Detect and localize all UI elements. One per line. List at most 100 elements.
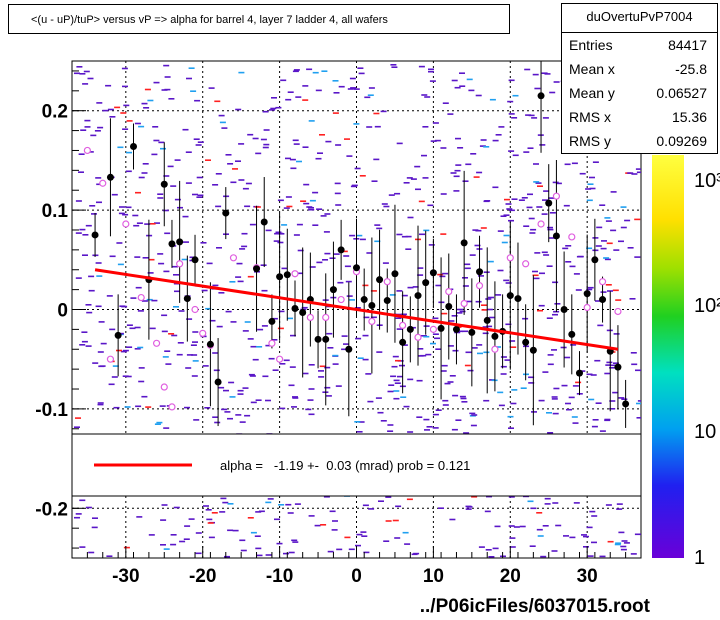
scatter-cell: [350, 185, 357, 188]
scatter-cell: [120, 112, 127, 114]
scatter-cell: [283, 552, 289, 555]
scatter-cell: [466, 78, 473, 81]
scatter-cell: [605, 220, 612, 222]
scatter-cell: [318, 376, 325, 378]
scatter-cell: [292, 541, 299, 543]
scatter-cell: [410, 178, 417, 180]
scatter-cell: [612, 391, 619, 394]
scatter-cell: [411, 553, 418, 556]
profile-point: [452, 325, 460, 333]
scatter-cell: [200, 242, 207, 244]
stats-key: Mean x: [569, 61, 615, 77]
scatter-cell: [477, 352, 483, 355]
axes: -30 -20 -10 0 10 20 30 0.2 0.1 0 -0.1 -0.2: [35, 70, 627, 587]
scatter-cell: [385, 520, 392, 522]
profile-point: [483, 316, 491, 324]
scatter-cell: [238, 179, 245, 181]
scatter-cell: [610, 364, 617, 367]
scatter-cell: [290, 167, 297, 170]
scatter-cell: [621, 398, 628, 400]
scatter-cell: [571, 162, 578, 165]
scatter-cell: [329, 510, 336, 513]
scatter-cell: [227, 503, 234, 505]
scatter-cell: [126, 324, 133, 326]
open-marker: [106, 355, 115, 363]
scatter-cell: [334, 192, 341, 195]
scatter-cell: [583, 546, 589, 548]
scatter-cell: [544, 503, 551, 505]
scatter-cell: [215, 173, 222, 175]
scatter-cell: [122, 128, 129, 130]
scatter-cell: [609, 367, 616, 369]
scatter-cell: [193, 138, 200, 140]
profile-point: [545, 199, 553, 207]
open-marker: [614, 307, 622, 316]
scatter-cell: [481, 309, 488, 311]
profile-point: [183, 295, 191, 303]
scatter-cell: [571, 416, 578, 418]
scatter-cell: [374, 224, 381, 226]
scatter-cell: [230, 321, 237, 323]
scatter-cell: [164, 350, 171, 352]
scatter-cell: [294, 503, 301, 505]
scatter-cell: [152, 126, 159, 128]
scatter-cell: [455, 164, 462, 166]
scatter-cell: [542, 371, 549, 373]
scatter-cell: [420, 354, 427, 357]
scatter-cell: [586, 288, 593, 291]
open-marker: [522, 260, 530, 268]
scatter-cell: [333, 92, 340, 94]
scatter-cell: [492, 186, 499, 189]
scatter-cell: [238, 71, 245, 74]
file-path-footer: ../P06icFiles/6037015.root: [419, 596, 650, 617]
scatter-cell: [454, 86, 461, 89]
scatter-cell: [535, 182, 542, 184]
scatter-cell: [261, 289, 268, 292]
scatter-cell: [112, 365, 119, 367]
open-marker: [568, 233, 576, 241]
scatter-cell: [281, 224, 288, 226]
scatter-cell: [605, 284, 612, 286]
scatter-cell: [585, 188, 592, 190]
scatter-cell: [465, 508, 472, 510]
scatter-cell: [435, 284, 442, 287]
scatter-cell: [368, 87, 375, 89]
scatter-cell: [547, 228, 554, 231]
scatter-cell: [564, 163, 571, 166]
scatter-cell: [290, 334, 296, 337]
scatter-cell: [503, 279, 510, 282]
scatter-cell: [595, 300, 601, 302]
scatter-cell: [576, 255, 583, 258]
scatter-cell: [138, 367, 145, 369]
scatter-cell: [392, 519, 399, 522]
profile-point: [476, 268, 484, 276]
scatter-cell: [344, 536, 351, 539]
scatter-cell: [592, 161, 599, 163]
scatter-cell: [508, 150, 515, 152]
scatter-cell: [412, 286, 419, 288]
scatter-cell: [125, 206, 132, 209]
scatter-cell: [161, 330, 168, 333]
scatter-cell: [474, 244, 481, 247]
scatter-cell: [364, 96, 371, 99]
scatter-cell: [536, 528, 543, 531]
scatter-cell: [229, 281, 236, 283]
scatter-cell: [287, 91, 294, 93]
scatter-cell: [237, 280, 244, 283]
scatter-cell: [551, 396, 558, 398]
scatter-cell: [324, 252, 331, 255]
x-tick-label: -30: [112, 566, 139, 587]
scatter-cell: [170, 534, 177, 536]
scatter-cell: [344, 265, 351, 268]
scatter-cell: [461, 401, 468, 403]
scatter-cell: [332, 112, 339, 114]
scatter-cell: [142, 257, 149, 259]
scatter-cell: [197, 141, 204, 143]
scatter-cell: [238, 143, 245, 145]
scatter-cell: [508, 427, 514, 429]
scatter-cell: [383, 540, 390, 542]
scatter-cell: [106, 555, 113, 557]
scatter-cell: [337, 281, 344, 284]
scatter-cell: [449, 375, 456, 377]
scatter-cell: [459, 85, 466, 87]
